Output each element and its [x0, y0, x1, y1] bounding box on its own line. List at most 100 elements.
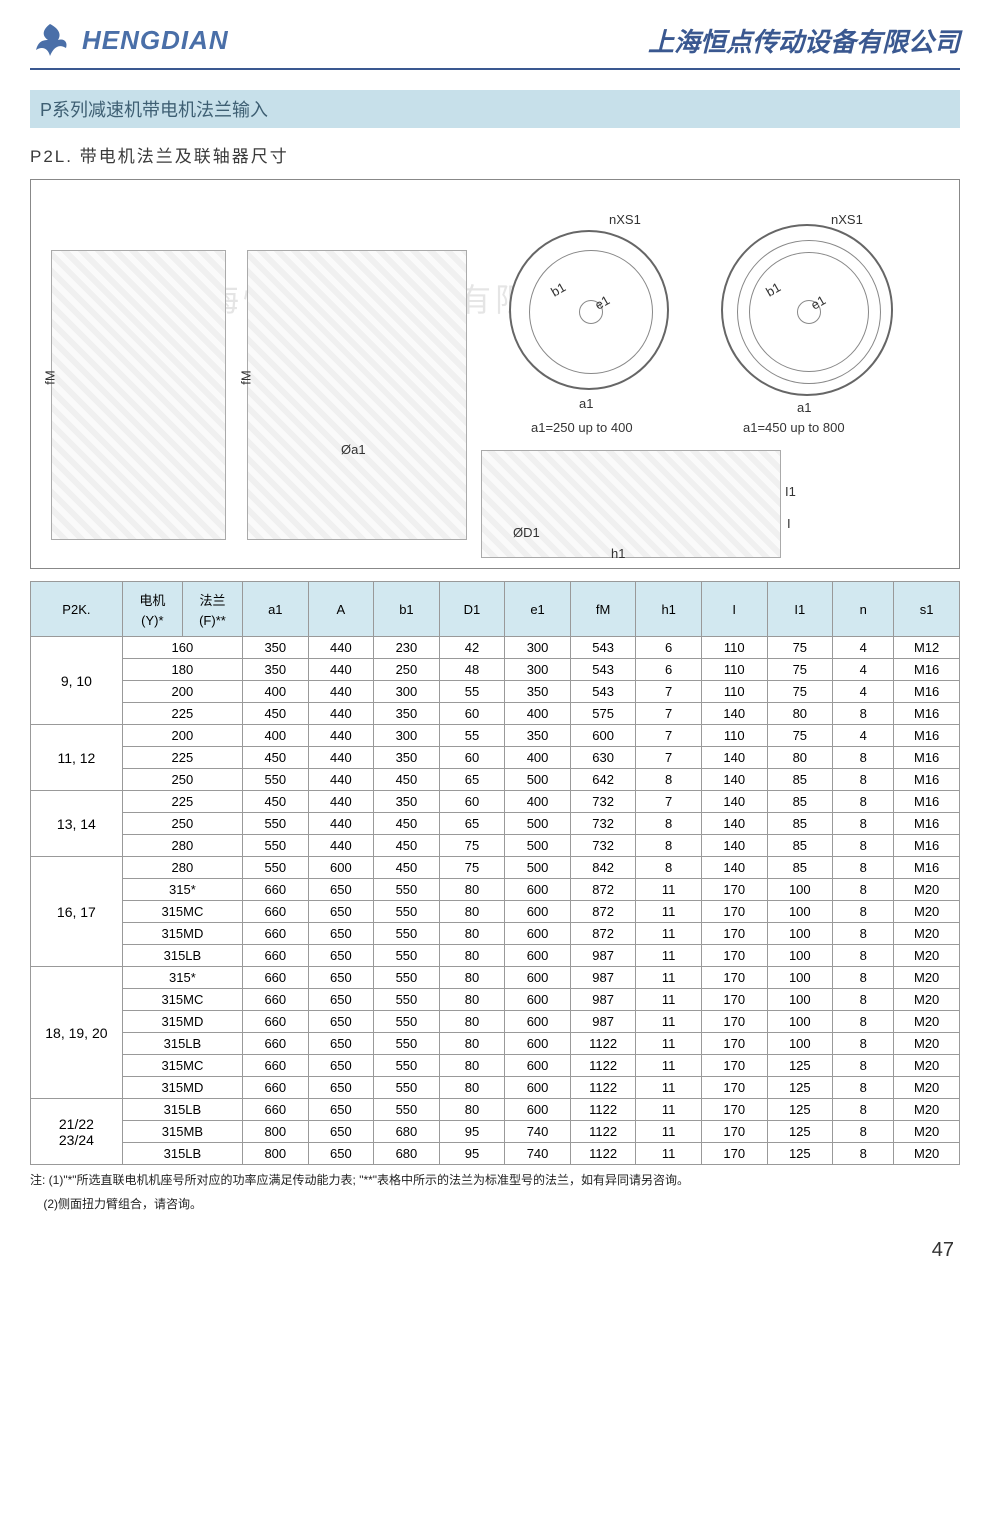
data-cell: 8	[833, 945, 894, 967]
label-D1: ØD1	[513, 525, 540, 540]
data-cell: 80	[439, 901, 505, 923]
col-header: P2K.	[31, 582, 123, 637]
data-cell: 8	[833, 1077, 894, 1099]
data-cell: 65	[439, 813, 505, 835]
data-cell: M20	[894, 1011, 960, 1033]
data-cell: 450	[374, 769, 440, 791]
col-header: A	[308, 582, 374, 637]
logo-block: HENGDIAN	[30, 20, 229, 60]
data-cell: 60	[439, 747, 505, 769]
data-cell: 8	[833, 769, 894, 791]
drawing-middle	[247, 250, 467, 540]
data-cell: 125	[767, 1143, 833, 1165]
group-label-cell: 21/22 23/24	[31, 1099, 123, 1165]
data-cell: 85	[767, 835, 833, 857]
data-cell: 987	[570, 989, 636, 1011]
data-cell: M20	[894, 967, 960, 989]
data-cell: 500	[505, 857, 571, 879]
data-cell: 140	[701, 813, 767, 835]
data-cell: 650	[308, 901, 374, 923]
data-cell: M16	[894, 769, 960, 791]
data-cell: 1122	[570, 1055, 636, 1077]
data-cell: M20	[894, 945, 960, 967]
data-cell: 4	[833, 637, 894, 659]
data-cell: 170	[701, 967, 767, 989]
drawing-left	[51, 250, 226, 540]
data-cell: 11	[636, 989, 702, 1011]
data-cell: 65	[439, 769, 505, 791]
label-fM-left: fM	[43, 370, 58, 384]
data-cell: 630	[570, 747, 636, 769]
motor-flange-cell: 225	[122, 703, 242, 725]
table-row: 315MB800650680957401122111701258M20	[31, 1121, 960, 1143]
motor-flange-cell: 315LB	[122, 945, 242, 967]
page-number: 47	[30, 1239, 960, 1262]
data-cell: 600	[505, 923, 571, 945]
data-cell: 170	[701, 901, 767, 923]
data-cell: 8	[833, 923, 894, 945]
data-cell: 987	[570, 945, 636, 967]
data-cell: M16	[894, 725, 960, 747]
data-cell: 11	[636, 1099, 702, 1121]
data-cell: 11	[636, 879, 702, 901]
col-header: 法兰(F)**	[182, 582, 242, 637]
data-cell: 600	[505, 901, 571, 923]
flange-circle-2	[721, 224, 893, 396]
data-cell: 660	[243, 923, 309, 945]
data-cell: 8	[833, 1121, 894, 1143]
data-cell: 550	[374, 967, 440, 989]
data-cell: 80	[439, 945, 505, 967]
label-a1-1: a1	[579, 396, 593, 411]
data-cell: 642	[570, 769, 636, 791]
data-cell: 55	[439, 725, 505, 747]
data-cell: 400	[243, 725, 309, 747]
motor-flange-cell: 250	[122, 769, 242, 791]
data-cell: 550	[374, 1011, 440, 1033]
data-cell: 543	[570, 637, 636, 659]
data-cell: 800	[243, 1121, 309, 1143]
brand-logo-icon	[30, 20, 70, 60]
data-cell: 575	[570, 703, 636, 725]
data-cell: 8	[833, 1055, 894, 1077]
data-cell: M20	[894, 989, 960, 1011]
data-cell: 7	[636, 725, 702, 747]
data-cell: 600	[505, 1055, 571, 1077]
col-header: fM	[570, 582, 636, 637]
table-row: 315MD660650550806001122111701258M20	[31, 1077, 960, 1099]
data-cell: 550	[374, 901, 440, 923]
table-row: 11, 12200400440300553506007110754M16	[31, 725, 960, 747]
data-cell: 872	[570, 923, 636, 945]
data-cell: 440	[308, 747, 374, 769]
motor-flange-cell: 280	[122, 835, 242, 857]
data-cell: 1122	[570, 1121, 636, 1143]
data-cell: 125	[767, 1055, 833, 1077]
data-cell: 440	[308, 725, 374, 747]
data-cell: 400	[505, 791, 571, 813]
motor-flange-cell: 315MC	[122, 1055, 242, 1077]
col-header: a1	[243, 582, 309, 637]
data-cell: 300	[505, 637, 571, 659]
motor-flange-cell: 315MD	[122, 923, 242, 945]
data-cell: 125	[767, 1121, 833, 1143]
data-cell: 170	[701, 923, 767, 945]
motor-flange-cell: 315MC	[122, 989, 242, 1011]
data-cell: 732	[570, 835, 636, 857]
data-cell: 11	[636, 967, 702, 989]
data-cell: 660	[243, 989, 309, 1011]
data-cell: 500	[505, 835, 571, 857]
data-cell: 650	[308, 1077, 374, 1099]
data-cell: 7	[636, 703, 702, 725]
data-cell: 80	[439, 967, 505, 989]
brand-logo-text: HENGDIAN	[82, 25, 229, 56]
data-cell: 650	[308, 1143, 374, 1165]
table-row: 225450440350604006307140808M16	[31, 747, 960, 769]
data-cell: 1122	[570, 1099, 636, 1121]
data-cell: 6	[636, 659, 702, 681]
data-cell: 8	[833, 813, 894, 835]
data-cell: 8	[636, 769, 702, 791]
data-cell: 140	[701, 835, 767, 857]
data-cell: 8	[833, 901, 894, 923]
data-cell: 11	[636, 1077, 702, 1099]
data-cell: M20	[894, 1055, 960, 1077]
table-header: P2K.电机(Y)*法兰(F)**a1Ab1D1e1fMh1II1ns1	[31, 582, 960, 637]
